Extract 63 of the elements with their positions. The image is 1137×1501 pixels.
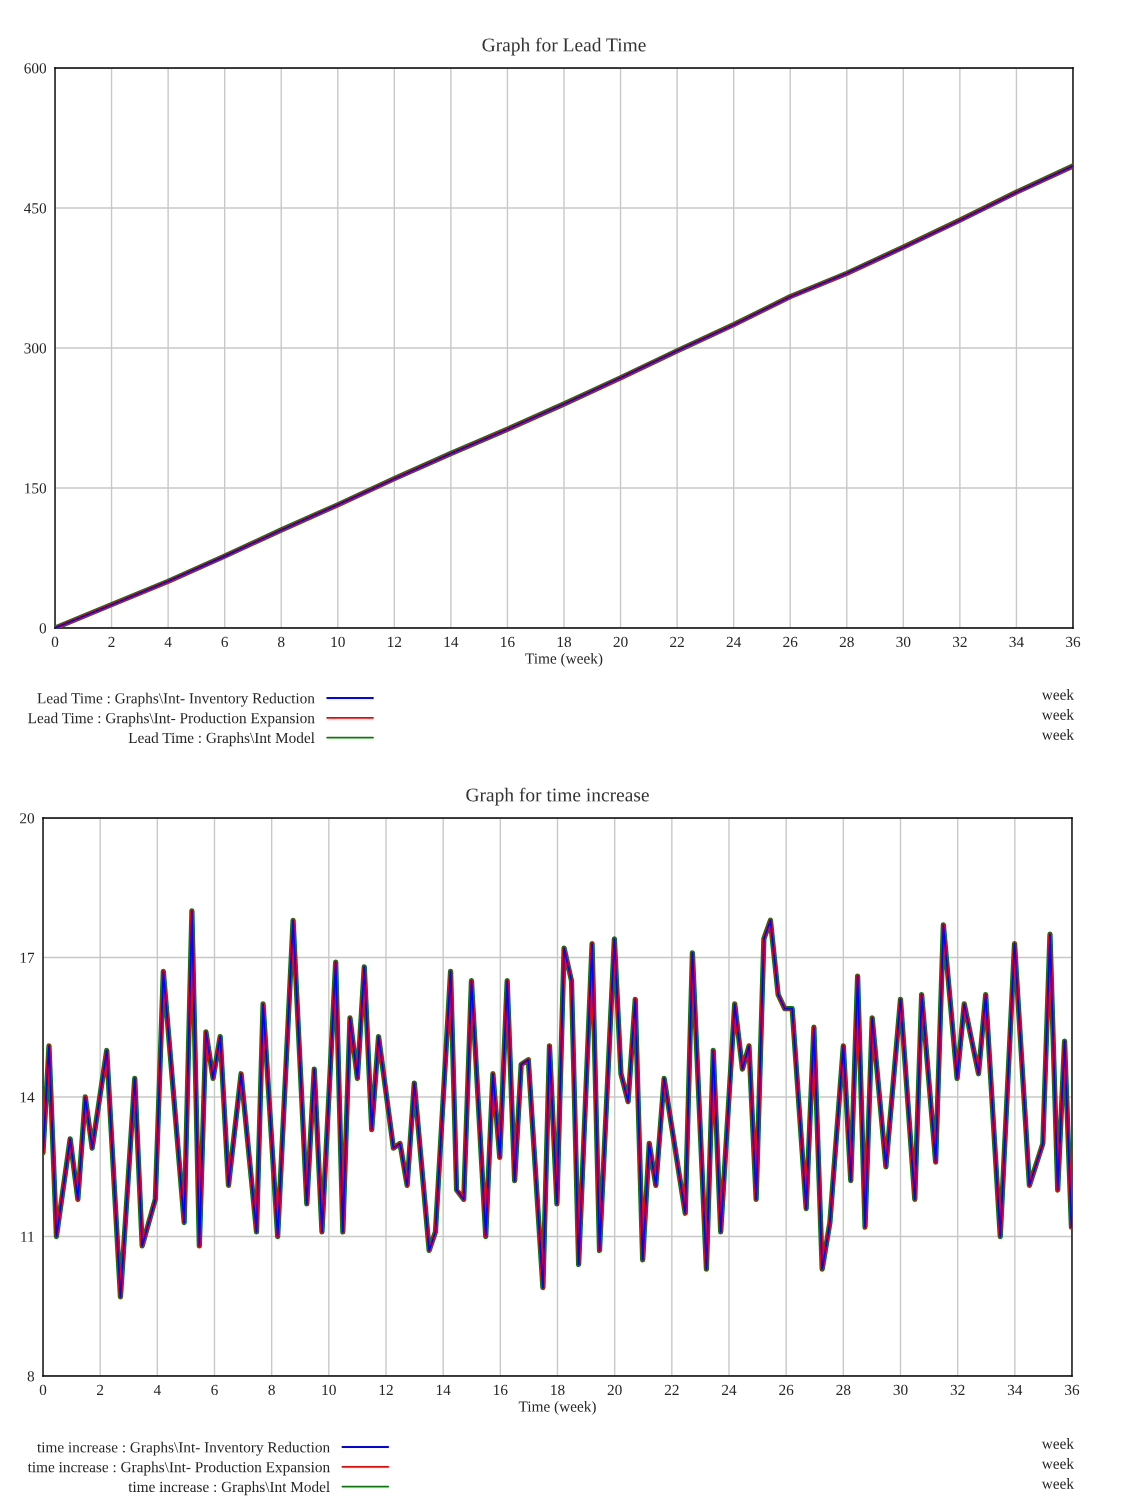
x-tick-label: 10 (322, 1384, 336, 1396)
legend-label: Lead Time : Graphs\Int- Production Expansion (28, 712, 315, 727)
x-tick-label: 16 (501, 636, 515, 648)
y-tick-label: 0 (39, 623, 47, 634)
y-tick-label: 450 (24, 203, 47, 214)
y-tick-label: 300 (24, 343, 47, 354)
x-tick-label: 2 (97, 1384, 104, 1395)
x-tick-label: 30 (896, 636, 911, 648)
x-tick-label: 18 (557, 636, 572, 648)
x-tick-label: 24 (726, 636, 742, 647)
x-tick-label: 22 (670, 636, 684, 647)
x-axis-title: Time (week) (525, 652, 603, 667)
x-tick-label: 8 (268, 1384, 275, 1396)
x-tick-label: 28 (836, 1384, 851, 1396)
legend-label: time increase : Graphs\Int- Inventory Reduction (37, 1441, 330, 1456)
x-tick-label: 6 (221, 636, 229, 648)
x-tick-label: 32 (952, 636, 967, 648)
chart-title: Graph for Lead Time (482, 37, 646, 56)
x-tick-label: 4 (164, 636, 172, 647)
text: week (1041, 709, 1074, 720)
x-tick-label: 12 (379, 1384, 393, 1395)
y-tick-label: 14 (20, 1092, 35, 1103)
text: week (1041, 1478, 1074, 1489)
y-tick-label: 150 (25, 483, 47, 494)
text: week (1041, 689, 1074, 700)
legend-label: time increase : Graphs\Int Model (128, 1481, 330, 1496)
x-tick-label: 34 (1007, 1384, 1023, 1396)
x-tick-label: 6 (211, 1384, 218, 1396)
x-tick-label: 20 (613, 636, 628, 648)
x-tick-label: 36 (1065, 1384, 1080, 1396)
x-tick-label: 2 (108, 636, 115, 647)
x-tick-label: 26 (783, 636, 798, 648)
y-tick-label: 600 (24, 63, 47, 74)
y-tick-label: 8 (27, 1371, 35, 1382)
x-tick-label: 24 (722, 1384, 737, 1395)
text: week (1041, 729, 1074, 740)
x-tick-label: 26 (779, 1384, 794, 1396)
x-tick-label: 36 (1066, 636, 1081, 648)
x-tick-label: 16 (494, 1384, 508, 1396)
x-tick-label: 14 (444, 636, 459, 647)
x-tick-label: 14 (436, 1384, 451, 1395)
text: week (1041, 1438, 1074, 1449)
x-tick-label: 22 (664, 1384, 679, 1395)
chart-title: Graph for time increase (466, 787, 649, 806)
x-tick-label: 32 (950, 1384, 965, 1396)
x-tick-label: 28 (839, 636, 854, 648)
legend-label: Lead Time : Graphs\Int Model (128, 732, 315, 747)
x-tick-label: 4 (153, 1384, 161, 1395)
legend-label: Lead Time : Graphs\Int- Inventory Reduction (37, 692, 315, 707)
legend-label: time increase : Graphs\Int- Production Expansion (27, 1461, 330, 1476)
x-tick-label: 20 (607, 1384, 622, 1396)
y-tick-label: 11 (21, 1231, 34, 1242)
x-axis-title: Time (week) (518, 1400, 596, 1415)
text: week (1041, 1458, 1074, 1469)
x-tick-label: 12 (388, 636, 402, 647)
x-tick-label: 30 (893, 1384, 908, 1396)
x-tick-label: 34 (1009, 636, 1024, 648)
x-tick-label: 0 (51, 636, 59, 648)
x-tick-label: 8 (277, 636, 285, 648)
x-tick-label: 18 (551, 1384, 565, 1396)
y-tick-label: 20 (20, 813, 35, 824)
y-tick-label: 17 (20, 952, 35, 963)
x-tick-label: 10 (331, 636, 345, 648)
